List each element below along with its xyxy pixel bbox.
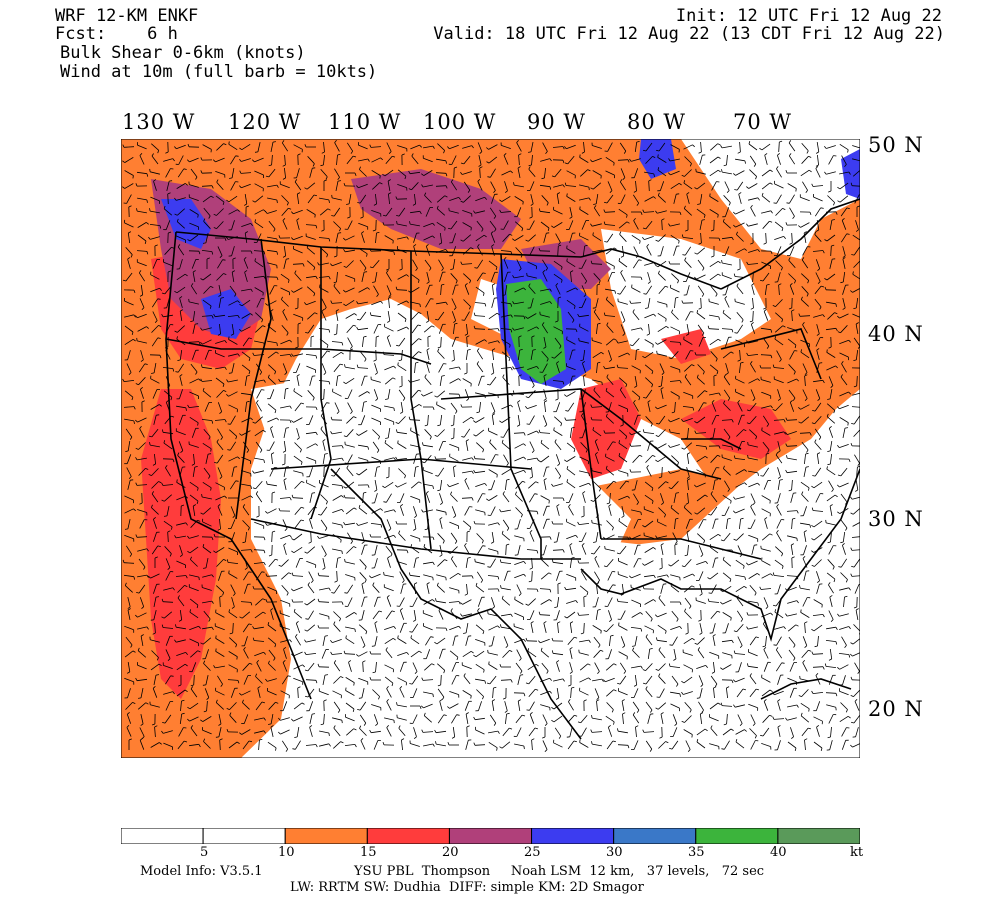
political-boundaries — [165, 198, 860, 740]
colorbar-segment — [448, 828, 533, 844]
colorbar-segment — [202, 828, 286, 844]
colorbar-segment — [777, 828, 860, 844]
lon-label-90w: 90 W — [527, 110, 586, 134]
init-time: Init: 12 UTC Fri 12 Aug 22 — [675, 6, 942, 26]
radiation-info: LW: RRTM SW: Dudhia DIFF: simple KM: 2D … — [290, 880, 644, 895]
lon-label-130w: 130 W — [122, 110, 196, 134]
colorbar-unit: kt — [850, 845, 864, 860]
colorbar-tick-25: 25 — [524, 845, 541, 860]
colorbar-segment — [695, 828, 779, 844]
valid-time: Valid: 18 UTC Fri 12 Aug 22 (13 CDT Fri … — [433, 24, 945, 44]
colorbar-tick-5: 5 — [200, 845, 209, 860]
lon-label-80w: 80 W — [627, 110, 686, 134]
lon-label-110w: 110 W — [328, 110, 402, 134]
shear-below-10-region — [251, 139, 860, 758]
model-info: Model Info: V3.5.1 — [140, 864, 263, 879]
shear-35-40-region — [506, 279, 566, 384]
lon-label-70w: 70 W — [733, 110, 792, 134]
lon-label-120w: 120 W — [228, 110, 302, 134]
lat-label-50n: 50 N — [868, 133, 924, 157]
colorbar-tick-15: 15 — [360, 845, 377, 860]
colorbar-tick-35: 35 — [688, 845, 705, 860]
colorbar-segment — [284, 828, 368, 844]
colorbar-segment — [121, 828, 204, 844]
shear-map — [121, 139, 860, 758]
wind-barbs — [122, 140, 860, 752]
wind-title: Wind at 10m (full barb = 10kts) — [60, 62, 378, 82]
lat-label-40n: 40 N — [868, 322, 924, 346]
lat-label-20n: 20 N — [868, 697, 924, 721]
colorbar-tick-40: 40 — [770, 845, 787, 860]
model-title: WRF 12-KM ENKF — [55, 6, 199, 26]
forecast-hour: Fcst: 6 h — [55, 24, 178, 44]
lon-label-100w: 100 W — [423, 110, 497, 134]
colorbar-segment — [366, 828, 450, 844]
colorbar-tick-10: 10 — [278, 845, 295, 860]
physics-info: YSU PBL Thompson Noah LSM 12 km, 37 leve… — [354, 864, 765, 879]
colorbar-tick-30: 30 — [606, 845, 623, 860]
field-title: Bulk Shear 0-6km (knots) — [60, 43, 306, 63]
colorbar-segment — [613, 828, 697, 844]
colorbar-segment — [531, 828, 615, 844]
lat-label-30n: 30 N — [868, 507, 924, 531]
shear-colorbar — [121, 828, 860, 844]
colorbar-tick-20: 20 — [442, 845, 459, 860]
